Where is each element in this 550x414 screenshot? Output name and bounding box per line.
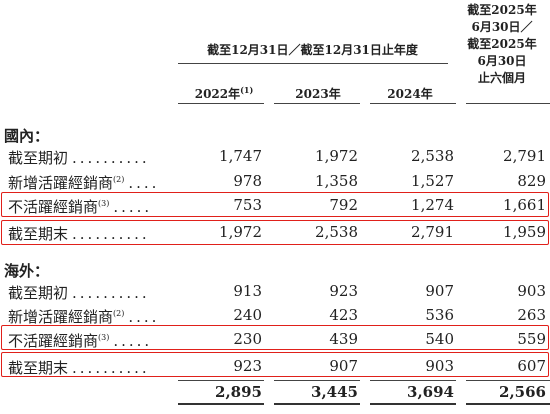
row-value: 1,747	[219, 147, 262, 165]
row-label-text: 截至期初	[8, 284, 69, 302]
row-value: 607	[517, 357, 546, 375]
header-group-title: 截至12月31日／截至12月31日止年度	[207, 43, 418, 57]
row-value: 240	[233, 306, 262, 324]
row-value: 1,358	[315, 172, 358, 190]
row-value: 829	[517, 172, 546, 190]
row-label: 新增活躍經銷商(2)....	[8, 306, 159, 327]
header-col-2025-line3: 截至2025年	[467, 37, 537, 51]
row-label-note: (2)	[113, 309, 125, 318]
row-label-text: 新增活躍經銷商	[8, 308, 114, 326]
header-col-2025-line4: 6月30日	[477, 54, 527, 68]
row-leader-dots: ..........	[72, 149, 150, 167]
row-value: 1,972	[219, 223, 262, 241]
row-label-note: (2)	[113, 175, 125, 184]
row-label-note: (3)	[98, 333, 110, 342]
row-leader-dots: ..........	[72, 284, 150, 302]
total-bottom-rule-2023	[274, 403, 360, 405]
row-leader-dots: ..........	[72, 359, 150, 377]
header-col-2025-line2: 6月30日／	[471, 20, 533, 34]
row-value: 2,538	[411, 147, 454, 165]
row-value: 1,274	[411, 196, 454, 214]
row-leader-dots: .....	[113, 332, 153, 350]
row-label-text: 截至期末	[8, 225, 69, 243]
header-col-2022-note: (1)	[240, 85, 254, 95]
section-title-domestic: 國內：	[4, 127, 50, 145]
row-value: 903	[425, 357, 454, 375]
highlight-box-overseas-inactive	[1, 325, 549, 350]
total-bottom-rule-2022	[178, 403, 264, 405]
row-value: 907	[425, 282, 454, 300]
row-value: 559	[517, 330, 546, 348]
row-value: 2,791	[503, 147, 546, 165]
row-value: 1,959	[503, 223, 546, 241]
row-value: 263	[517, 306, 546, 324]
header-group-rule	[178, 63, 448, 64]
row-value: 907	[329, 357, 358, 375]
header-col-2022: 2022年(1)	[180, 86, 268, 103]
row-label: 截至期初..........	[8, 282, 150, 303]
row-value: 792	[329, 196, 358, 214]
row-value: 923	[329, 282, 358, 300]
highlight-box-domestic-end	[1, 220, 549, 245]
row-value: 2,791	[411, 223, 454, 241]
total-value: 2,566	[499, 383, 546, 401]
row-label: 不活躍經銷商(3).....	[8, 196, 152, 217]
row-value: 913	[233, 282, 262, 300]
row-label-text: 不活躍經銷商	[8, 198, 99, 216]
total-rule-2024	[370, 380, 456, 381]
header-col-2023: 2023年	[295, 87, 341, 101]
row-leader-dots: ....	[128, 174, 160, 192]
row-value: 439	[329, 330, 358, 348]
row-leader-dots: .....	[113, 198, 153, 216]
row-label-text: 截至期初	[8, 149, 69, 167]
total-value: 3,694	[407, 383, 454, 401]
row-value: 423	[329, 306, 358, 324]
row-label: 截至期末..........	[8, 223, 150, 244]
header-rule-2022	[178, 103, 264, 104]
row-value: 923	[233, 357, 262, 375]
row-label: 截至期末..........	[8, 357, 150, 378]
row-label-note: (3)	[98, 199, 110, 208]
row-label-text: 新增活躍經銷商	[8, 174, 114, 192]
total-value: 2,895	[215, 383, 262, 401]
header-col-2025: 截至2025年 6月30日／ 截至2025年 6月30日 止六個月	[447, 2, 550, 87]
row-value: 1,527	[411, 172, 454, 190]
row-label: 不活躍經銷商(3).....	[8, 330, 152, 351]
header-col-2022-label: 2022年	[194, 87, 241, 101]
row-label: 新增活躍經銷商(2)....	[8, 172, 159, 193]
row-label-text: 不活躍經銷商	[8, 332, 99, 350]
row-leader-dots: ..........	[72, 225, 150, 243]
total-rule-2022	[178, 380, 264, 381]
row-value: 1,972	[315, 147, 358, 165]
header-rule-2023	[274, 103, 360, 104]
row-label-text: 截至期末	[8, 359, 69, 377]
row-value: 2,538	[315, 223, 358, 241]
section-title-overseas: 海外：	[4, 262, 50, 280]
total-bottom-rule-2024	[370, 403, 456, 405]
row-value: 1,661	[503, 196, 546, 214]
header-rule-2025	[466, 103, 550, 104]
row-value: 903	[517, 282, 546, 300]
total-rule-2025	[466, 380, 550, 381]
row-value: 978	[233, 172, 262, 190]
row-value: 230	[233, 330, 262, 348]
highlight-box-domestic-inactive	[1, 192, 549, 217]
total-bottom-rule-2025	[466, 403, 550, 405]
header-col-2025-line1: 截至2025年	[467, 3, 537, 17]
total-rule-2023	[274, 380, 360, 381]
row-leader-dots: ....	[128, 308, 160, 326]
highlight-box-overseas-end	[1, 352, 549, 377]
total-value: 3,445	[311, 383, 358, 401]
row-value: 753	[233, 196, 262, 214]
row-label: 截至期初..........	[8, 147, 150, 168]
header-rule-2024	[370, 103, 456, 104]
row-value: 536	[425, 306, 454, 324]
row-value: 540	[425, 330, 454, 348]
header-col-2025-line5: 止六個月	[477, 71, 526, 85]
header-col-2024: 2024年	[387, 87, 433, 101]
